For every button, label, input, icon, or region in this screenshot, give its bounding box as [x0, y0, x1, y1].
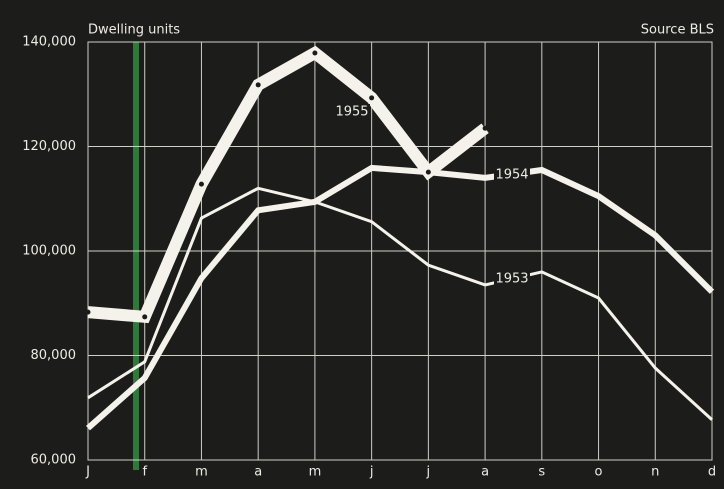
x-tick-label: j [369, 465, 374, 480]
point-marker [85, 309, 91, 315]
x-tick-label: j [426, 465, 431, 480]
x-tick-label: o [595, 465, 603, 480]
x-tick-label: m [195, 465, 208, 480]
x-tick-label: f [142, 465, 147, 480]
series-label-bg [494, 167, 530, 183]
y-tick-label: 80,000 [31, 348, 77, 363]
point-marker [198, 181, 204, 187]
point-marker [142, 314, 148, 320]
y-tick-label: 120,000 [22, 139, 76, 154]
chart-title: Dwelling units [88, 23, 180, 38]
point-marker [425, 169, 431, 175]
y-tick-label: 140,000 [22, 35, 76, 50]
x-tick-label: n [651, 465, 659, 480]
point-marker [255, 82, 261, 88]
x-tick-label: s [538, 465, 545, 480]
series-label: 1953 [495, 272, 528, 287]
x-tick-label: m [309, 465, 322, 480]
point-marker [482, 125, 488, 131]
series-label-bg [334, 104, 370, 120]
series-label: 1955 [335, 105, 368, 120]
point-marker [369, 95, 375, 101]
x-tick-label: a [254, 465, 262, 480]
series-label: 1954 [495, 168, 528, 183]
series-line [87, 186, 714, 421]
x-tick-label: d [708, 465, 716, 480]
series-line [87, 45, 489, 324]
y-tick-label: 60,000 [31, 453, 77, 468]
x-tick-label: J [85, 465, 90, 480]
series-line [86, 164, 715, 431]
y-tick-label: 100,000 [22, 244, 76, 259]
x-tick-label: a [481, 465, 489, 480]
series-label-bg [494, 271, 530, 287]
point-marker [312, 50, 318, 56]
source-note: Source BLS [641, 23, 714, 38]
